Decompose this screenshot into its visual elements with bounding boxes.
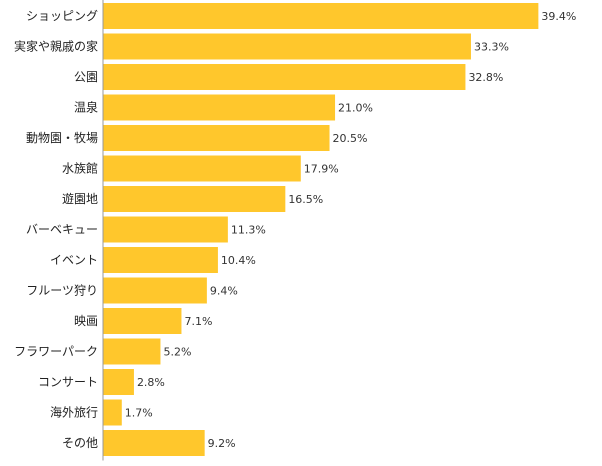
category-label: 公園 [74, 70, 98, 84]
value-label: 10.4% [221, 254, 256, 267]
bar [103, 369, 134, 395]
bar [103, 3, 539, 29]
category-label: 遊園地 [62, 191, 98, 206]
value-label: 17.9% [304, 163, 339, 176]
category-label: コンサート [38, 375, 98, 389]
category-label: 温泉 [74, 101, 98, 115]
bar [103, 186, 286, 212]
category-label: フルーツ狩り [26, 283, 98, 298]
bar [103, 33, 471, 60]
category-label: 動物園・牧場 [26, 131, 98, 145]
bar [103, 94, 336, 121]
value-label: 11.3% [231, 224, 266, 237]
value-label: 21.0% [338, 102, 373, 115]
category-label: バーベキュー [26, 223, 98, 237]
value-label: 7.1% [184, 315, 212, 328]
value-label: 9.2% [208, 437, 236, 450]
value-label: 9.4% [210, 285, 238, 298]
bars-group [103, 3, 539, 456]
bar [103, 125, 330, 151]
value-label: 5.2% [163, 346, 191, 359]
value-label: 33.3% [474, 41, 509, 54]
bar [103, 216, 228, 243]
bar [103, 64, 466, 90]
category-label: その他 [62, 436, 98, 450]
value-label: 20.5% [333, 132, 368, 145]
category-label: 海外旅行 [50, 405, 98, 420]
bar [103, 430, 205, 456]
category-label: ショッピング [26, 9, 98, 23]
value-label: 16.5% [288, 193, 323, 206]
value-label: 2.8% [137, 376, 165, 389]
category-label: 映画 [74, 314, 98, 328]
value-label: 1.7% [125, 407, 153, 420]
bar [103, 247, 218, 273]
value-label: 32.8% [468, 71, 503, 84]
value-labels-group: 39.4% 33.3% 32.8% 21.0% 20.5% 17.9% 16.5% 11.3%… [125, 10, 577, 450]
bar [103, 338, 161, 365]
bar [103, 277, 207, 304]
category-label: 実家や親戚の家 [14, 39, 98, 54]
bar [103, 155, 301, 182]
category-label: 水族館 [62, 161, 98, 176]
bar [103, 308, 182, 334]
value-label: 39.4% [541, 10, 576, 23]
bar [103, 399, 122, 426]
category-label: イベント [50, 253, 98, 267]
category-labels-group: ショッピング実家や親戚の家公園温泉動物園・牧場水族館遊園地バーベキューイベントフ… [14, 9, 98, 450]
category-label: フラワーパーク [14, 345, 98, 359]
